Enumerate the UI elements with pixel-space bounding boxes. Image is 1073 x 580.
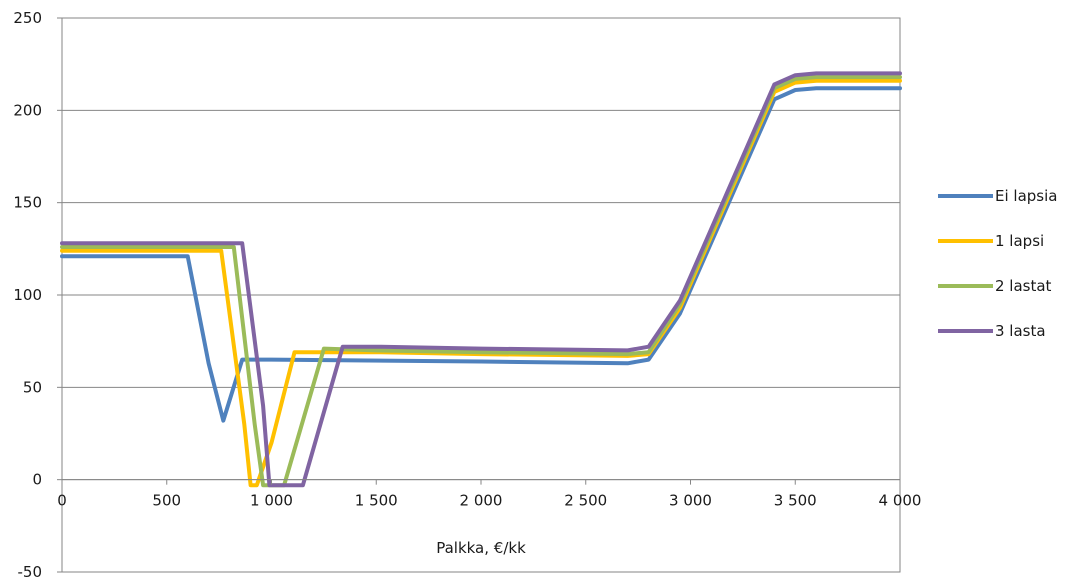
y-tick-label: 0 xyxy=(32,471,42,489)
x-tick-label: 3 000 xyxy=(669,492,712,510)
x-tick-label: 2 000 xyxy=(460,492,503,510)
legend-label-2: 1 lapsi xyxy=(995,232,1044,250)
x-axis-ticks: 0 500 1 000 1 500 2 000 2 500 3 000 3 500 4 000 xyxy=(57,479,922,510)
y-tick-label: 200 xyxy=(13,101,42,119)
legend-label-1: Ei lapsia xyxy=(995,187,1057,205)
series-line-4 xyxy=(60,71,902,488)
x-tick-label: 4 000 xyxy=(879,492,922,510)
x-tick-label: 1 500 xyxy=(355,492,398,510)
x-tick-label: 3 500 xyxy=(774,492,817,510)
y-tick-label: 100 xyxy=(13,286,42,304)
x-axis-label: Palkka, €/kk xyxy=(436,539,526,557)
x-tick-label: 1 000 xyxy=(250,492,293,510)
y-tick-label: 50 xyxy=(23,378,42,396)
y-axis-ticks: -50 0 50 100 150 200 250 xyxy=(13,9,62,580)
legend-label-3: 2 lastat xyxy=(995,277,1052,295)
legend: Ei lapsia 1 lapsi 2 lastat 3 lasta xyxy=(938,187,1057,340)
y-tick-label: 150 xyxy=(13,194,42,212)
x-tick-label: 500 xyxy=(152,492,181,510)
x-tick-label: 0 xyxy=(57,492,67,510)
legend-label-4: 3 lasta xyxy=(995,322,1046,340)
y-tick-label: -50 xyxy=(18,563,43,580)
series-line-1 xyxy=(60,86,902,423)
x-tick-label: 2 500 xyxy=(564,492,607,510)
y-tick-label: 250 xyxy=(13,9,42,27)
series-line-3 xyxy=(60,75,902,488)
series-layer xyxy=(60,71,902,488)
